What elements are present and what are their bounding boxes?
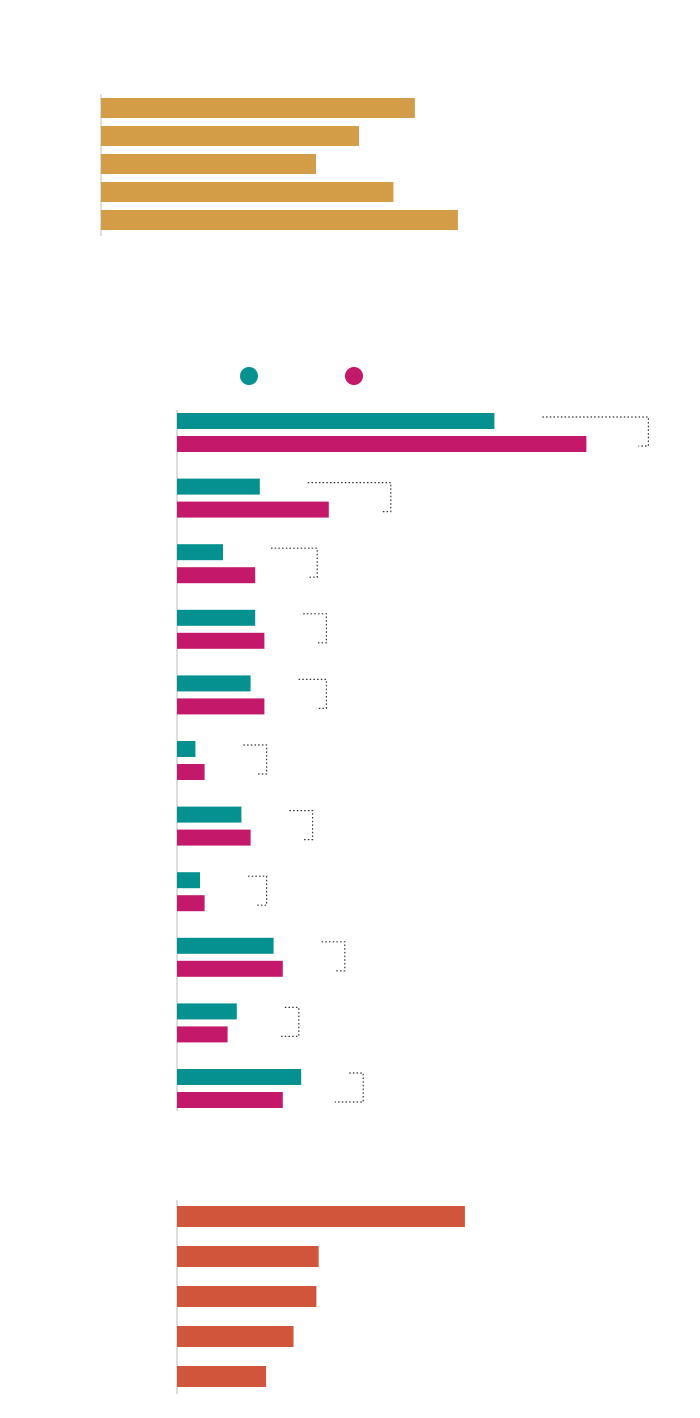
chart-2-connector-9 — [321, 941, 346, 972]
legend-marker-magenta — [345, 367, 363, 385]
chart-2-connector-7 — [289, 810, 314, 841]
chart-3-bar-3 — [177, 1286, 317, 1307]
chart-3-orange-bars — [176, 1200, 465, 1394]
chart-2-bar-teal-7 — [177, 806, 242, 823]
chart-2-connector-1 — [542, 416, 649, 447]
chart-2-bar-magenta-5 — [177, 698, 265, 715]
chart-2-bar-teal-3 — [177, 544, 223, 561]
chart-2-bar-teal-1 — [177, 413, 495, 429]
chart-2-connector-8 — [248, 875, 268, 906]
chart-2-bar-teal-10 — [177, 1003, 237, 1020]
chart-2-bar-magenta-1 — [177, 436, 587, 452]
chart-2-connector-5 — [298, 678, 327, 709]
chart-2-bar-magenta-10 — [177, 1026, 228, 1043]
chart-2-bar-teal-4 — [177, 609, 256, 626]
chart-2-bar-magenta-11 — [177, 1092, 283, 1108]
chart-1-bar-2 — [101, 126, 359, 146]
chart-2-bar-teal-11 — [177, 1069, 302, 1085]
chart-2-connector-2 — [307, 482, 392, 513]
chart-2-paired-bars — [176, 367, 649, 1111]
chart-2-bar-magenta-6 — [177, 764, 205, 780]
chart-2-bar-magenta-3 — [177, 567, 256, 584]
chart-1-bar-4 — [101, 182, 394, 202]
chart-2-bar-magenta-2 — [177, 501, 329, 518]
chart-2-connector-6 — [243, 744, 268, 775]
chart-1-bar-5 — [101, 210, 458, 230]
chart-2-bar-teal-8 — [177, 872, 200, 889]
chart-2-connector-11 — [334, 1072, 364, 1103]
chart-1-bar-3 — [101, 154, 316, 174]
chart-2-bar-teal-2 — [177, 478, 260, 495]
chart-2-bar-magenta-7 — [177, 829, 251, 846]
chart-2-bar-teal-6 — [177, 741, 196, 757]
chart-2-bar-magenta-4 — [177, 632, 265, 649]
chart-3-bar-1 — [177, 1206, 465, 1227]
legend-marker-teal — [240, 367, 258, 385]
chart-3-bar-4 — [177, 1326, 294, 1347]
chart-2-bar-teal-5 — [177, 675, 251, 692]
chart-1-bar-1 — [101, 98, 415, 118]
chart-2-bar-magenta-9 — [177, 960, 283, 977]
chart-2-bar-magenta-8 — [177, 895, 205, 912]
chart-2-connector-10 — [279, 1006, 300, 1037]
chart-2-bar-teal-9 — [177, 937, 274, 954]
chart-2-connector-3 — [271, 547, 318, 578]
chart-2-connector-4 — [303, 613, 327, 644]
chart-1-gold-bars — [100, 94, 458, 236]
chart-3-bar-2 — [177, 1246, 319, 1267]
chart-3-bar-5 — [177, 1366, 267, 1387]
